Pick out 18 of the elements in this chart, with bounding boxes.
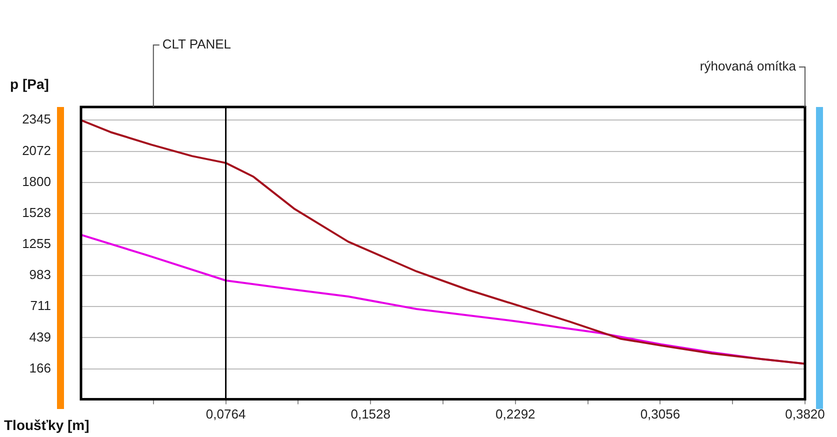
x-axis-title: Tloušťky [m] — [4, 416, 90, 433]
x-tick-label: 0,2292 — [496, 406, 536, 422]
x-tick-label: 0,1528 — [350, 406, 390, 422]
y-tick-label: 711 — [30, 298, 51, 314]
y-tick-label: 2072 — [22, 142, 51, 158]
y-tick-label: 439 — [29, 329, 51, 344]
y-axis-title: p [Pa] — [10, 76, 49, 92]
x-tick-label: 0,0764 — [206, 406, 246, 422]
y-tick-label: 166 — [29, 360, 51, 376]
x-tick-label: 0,3056 — [640, 406, 680, 422]
y-tick-label: 1800 — [22, 174, 51, 189]
x-tick-label: 0,3820 — [785, 406, 825, 422]
y-tick-label: 983 — [29, 267, 51, 282]
text: CLT PANEL — [162, 36, 232, 52]
text: rýhovaná omítka — [700, 58, 797, 74]
y-tick-label: 2345 — [22, 112, 51, 127]
y-tick-label: 1528 — [22, 204, 51, 220]
y-tick-label: 1255 — [22, 236, 51, 252]
